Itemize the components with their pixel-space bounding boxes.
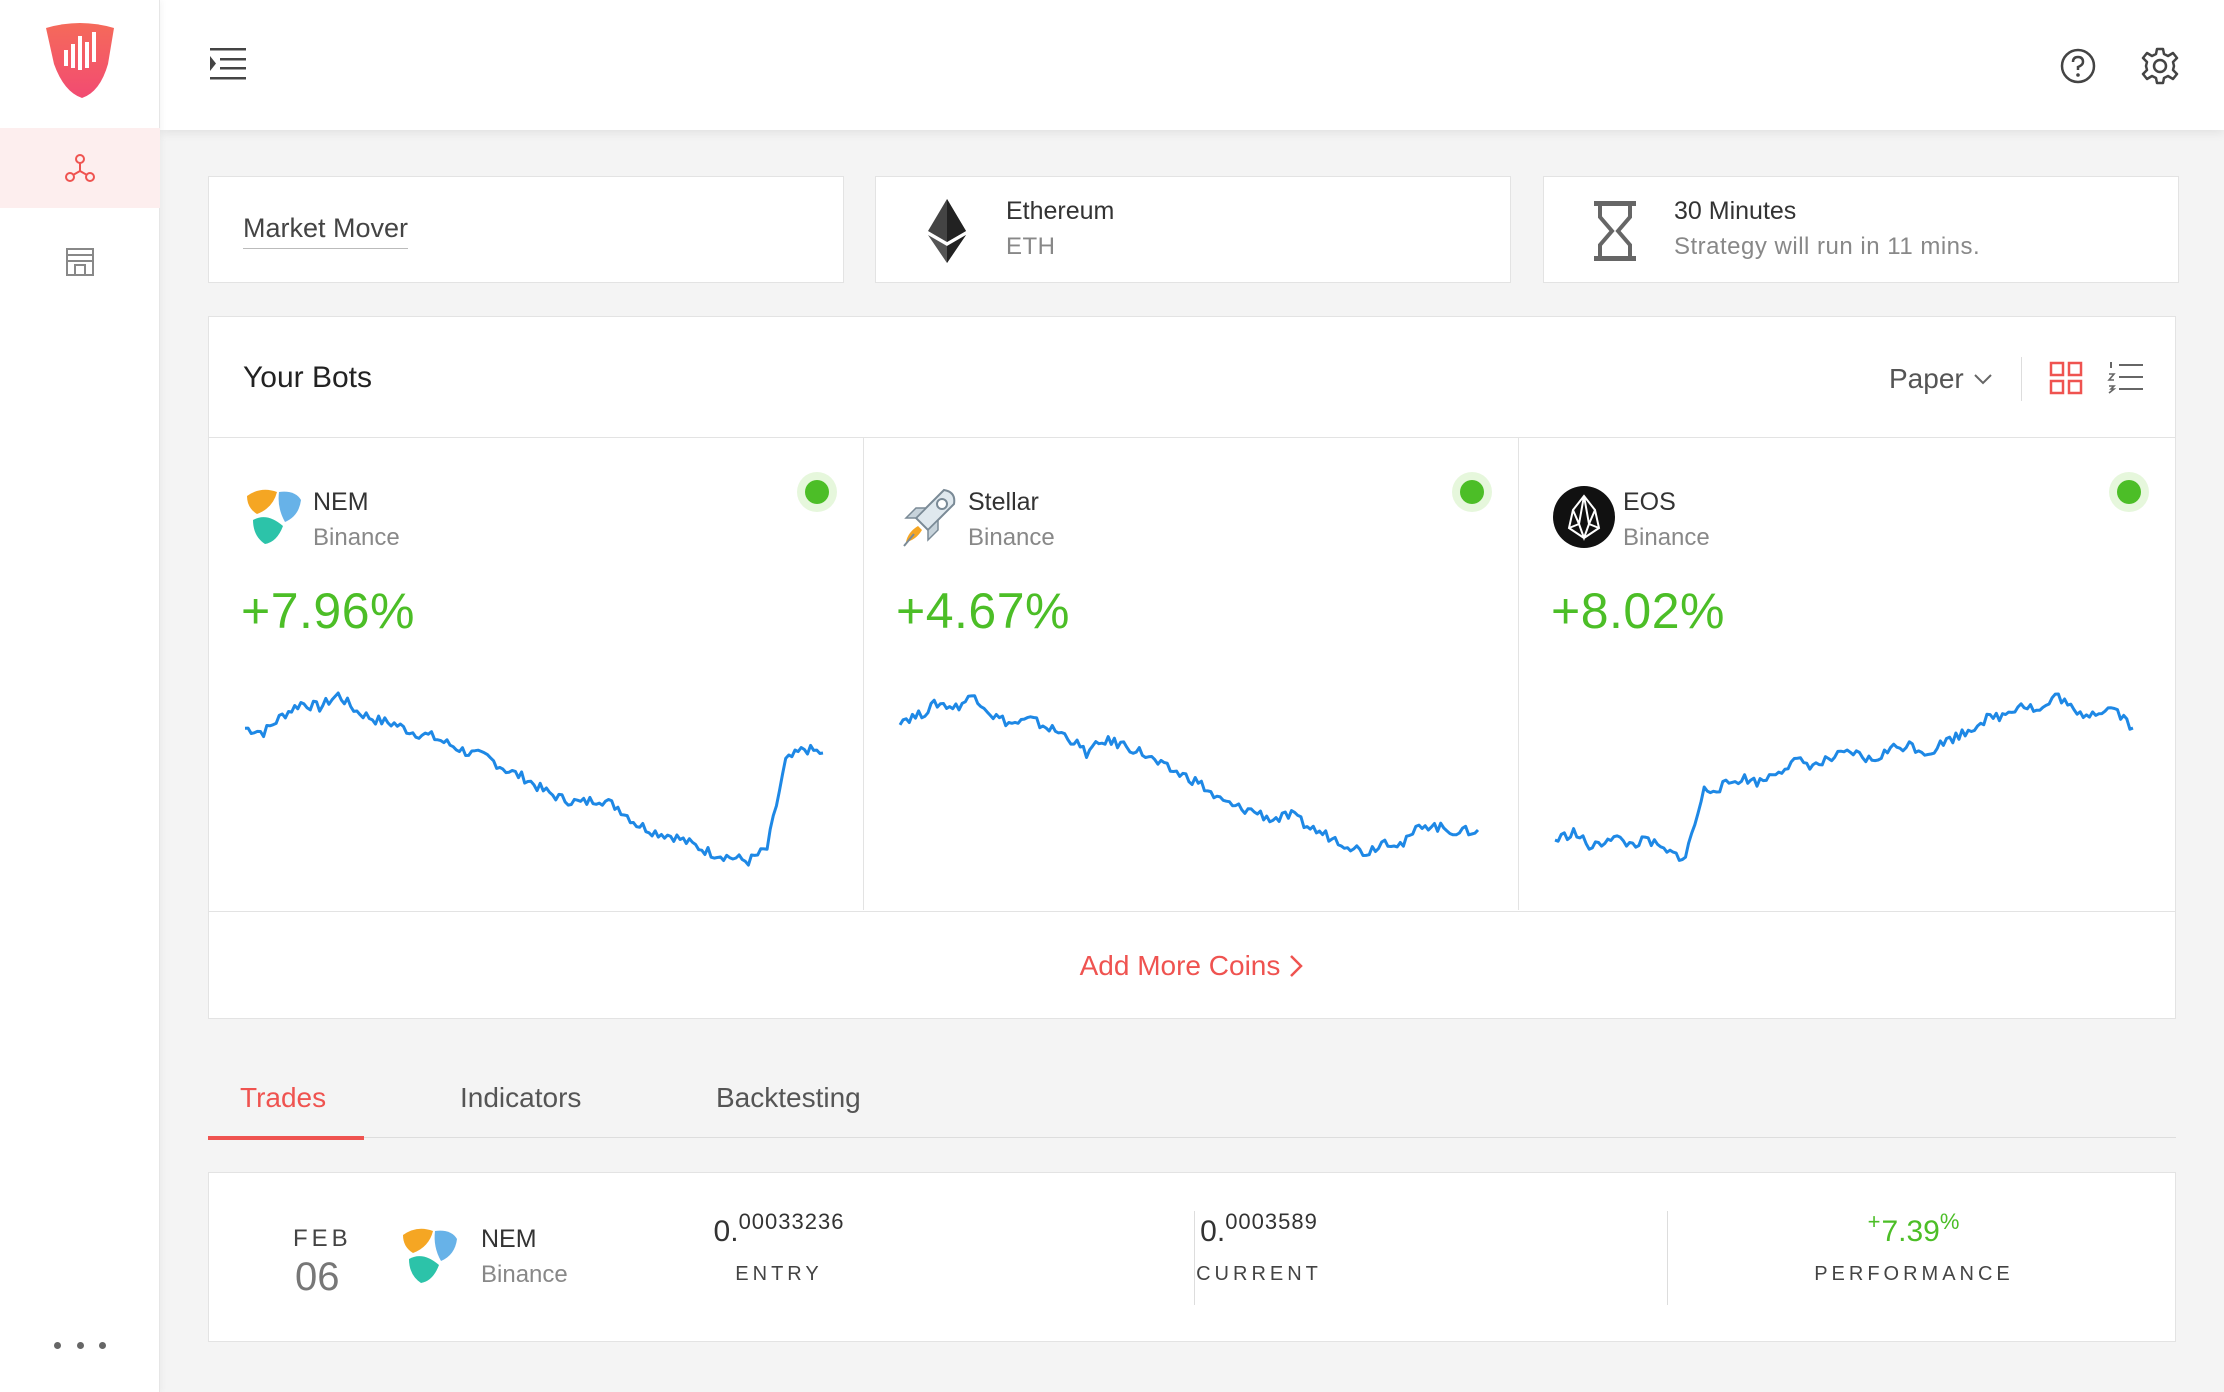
mode-select[interactable]: Paper <box>1889 363 1992 395</box>
asset-name: Ethereum <box>1006 197 1115 225</box>
numbered-list-icon <box>2107 362 2143 394</box>
coin-exchange: Binance <box>313 524 400 551</box>
metric-divider <box>1667 1211 1668 1305</box>
detail-tabs: Trades Indicators Backtesting <box>208 1050 2176 1140</box>
bot-performance: +4.67% <box>896 583 1070 639</box>
chevron-down-icon <box>1974 374 1992 385</box>
schedule-next-run: Strategy will run in 11 mins. <box>1674 233 1981 260</box>
status-indicator <box>2109 472 2149 512</box>
bots-header-divider <box>209 437 2175 438</box>
bot-card-stellar[interactable]: Stellar Binance +4.67% <box>864 438 1519 910</box>
sidebar-item-store[interactable] <box>0 222 160 302</box>
tab-indicators[interactable]: Indicators <box>460 1082 582 1113</box>
app-logo[interactable] <box>42 22 118 102</box>
strategy-name[interactable]: Market Mover <box>243 213 409 249</box>
status-indicator <box>1452 472 1492 512</box>
schedule-interval: 30 Minutes <box>1674 197 1797 225</box>
trade-row[interactable]: FEB 06 NEM Binance 0.00033236 ENTRY 0.00… <box>208 1172 2176 1342</box>
sparkline-series <box>244 691 824 867</box>
help-button[interactable] <box>2058 46 2098 86</box>
hourglass-icon <box>1584 197 1646 265</box>
bot-card-nem[interactable]: NEM Binance +7.96% <box>209 438 864 910</box>
asset-symbol: ETH <box>1006 233 1056 260</box>
coin-exchange: Binance <box>1623 524 1710 551</box>
bot-performance: +7.96% <box>241 583 415 639</box>
list-view-button[interactable] <box>2107 359 2145 395</box>
nem-logo <box>399 1225 461 1287</box>
schedule-card[interactable]: 30 Minutes Strategy will run in 11 mins. <box>1543 176 2179 283</box>
current-value: 0.0003589 <box>1200 1209 1318 1248</box>
current-label: CURRENT <box>1196 1263 1322 1285</box>
sparkline-series <box>898 694 1480 857</box>
sidebar-item-bots[interactable] <box>0 128 160 208</box>
chevron-right-icon <box>1290 954 1304 977</box>
menu-indent-icon <box>210 48 246 80</box>
add-more-coins-button[interactable]: Add More Coins <box>209 911 2175 1019</box>
coin-exchange: Binance <box>968 524 1055 551</box>
trade-month: FEB <box>293 1225 352 1252</box>
trade-coin-name: NEM <box>481 1225 537 1253</box>
bots-title: Your Bots <box>243 361 372 394</box>
entry-label: ENTRY <box>735 1263 823 1285</box>
bot-card-eos[interactable]: EOS Binance +8.02% <box>1519 438 2176 910</box>
ethereum-icon <box>916 197 978 265</box>
stellar-logo <box>898 486 960 548</box>
help-icon <box>2060 48 2096 84</box>
tab-backtesting[interactable]: Backtesting <box>716 1082 861 1113</box>
network-icon <box>65 154 95 182</box>
sparkline-chart <box>1554 692 2134 862</box>
mode-select-value: Paper <box>1889 363 1964 394</box>
sparkline-series <box>1554 692 2134 862</box>
coin-name: NEM <box>313 488 369 516</box>
entry-value: 0.00033236 <box>713 1209 845 1248</box>
add-more-label: Add More Coins <box>1079 949 1281 981</box>
trade-day: 06 <box>295 1255 340 1299</box>
metric-divider <box>1194 1211 1195 1305</box>
bots-panel: Your Bots Paper <box>208 316 2176 1019</box>
sparkline-chart <box>898 694 1480 857</box>
bot-performance: +8.02% <box>1551 583 1725 639</box>
sparkline-chart <box>244 691 824 867</box>
top-bar <box>160 0 2224 130</box>
current-metric: 0.0003589 CURRENT <box>1109 1209 1409 1286</box>
nem-logo <box>243 486 305 548</box>
performance-value: +7.39% <box>1867 1209 1961 1248</box>
sidebar <box>0 0 160 1392</box>
settings-button[interactable] <box>2140 46 2180 86</box>
entry-metric: 0.00033236 ENTRY <box>629 1209 929 1286</box>
menu-toggle-button[interactable] <box>208 46 248 82</box>
store-icon <box>66 248 94 276</box>
eos-logo <box>1553 486 1615 548</box>
asset-card[interactable]: Ethereum ETH <box>875 176 1511 283</box>
active-tab-indicator <box>208 1136 364 1140</box>
performance-metric: +7.39% PERFORMANCE <box>1764 1209 2064 1286</box>
toolbar-divider <box>2021 357 2022 401</box>
coin-name: EOS <box>1623 488 1676 516</box>
tabs-baseline <box>208 1137 2176 1138</box>
trade-coin-exchange: Binance <box>481 1261 568 1288</box>
more-icon[interactable] <box>54 1336 106 1354</box>
grid-icon <box>2049 361 2083 395</box>
performance-label: PERFORMANCE <box>1814 1263 2014 1285</box>
strategy-card[interactable]: Market Mover <box>208 176 844 283</box>
coin-name: Stellar <box>968 488 1039 516</box>
gear-icon <box>2141 47 2179 85</box>
status-indicator <box>797 472 837 512</box>
grid-view-button[interactable] <box>2049 361 2083 395</box>
tab-trades[interactable]: Trades <box>240 1082 327 1113</box>
